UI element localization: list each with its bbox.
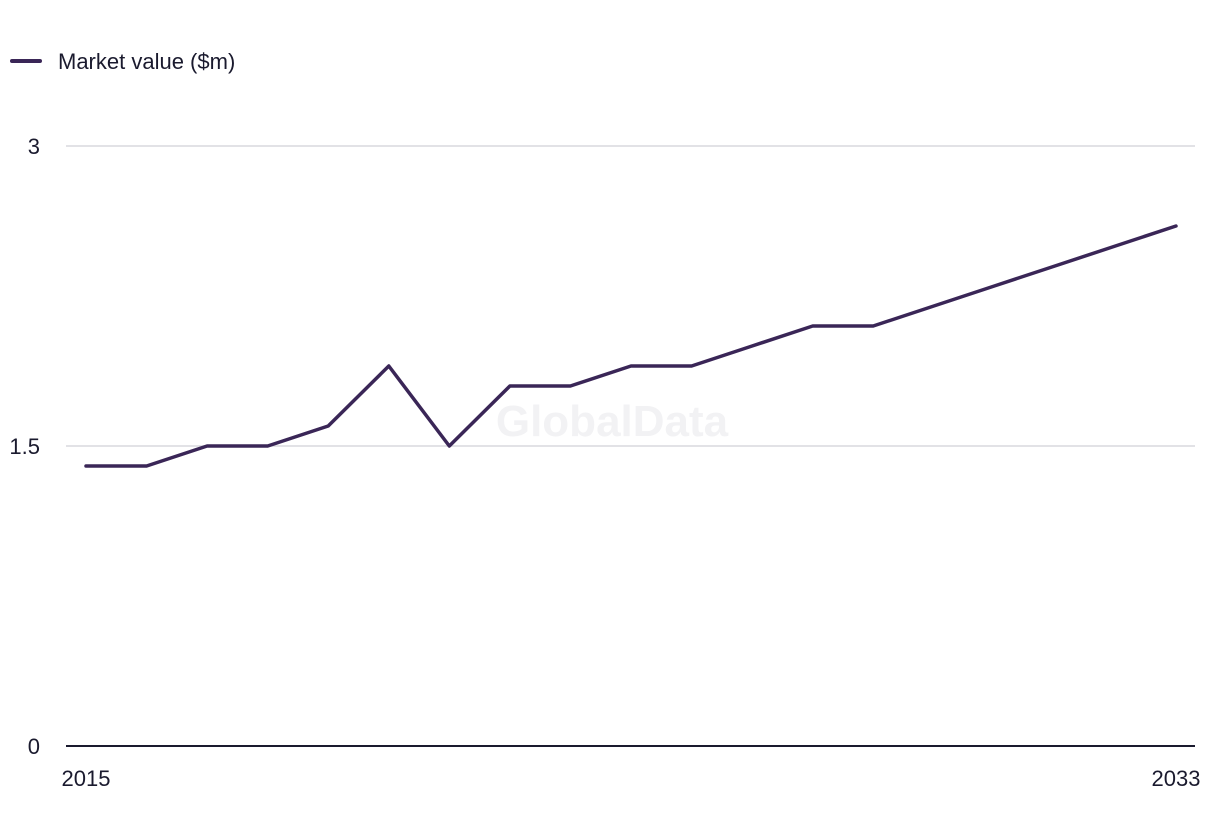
legend-label: Market value ($m)	[58, 49, 235, 74]
legend: Market value ($m)	[10, 49, 235, 74]
y-tick-label: 1.5	[9, 434, 40, 459]
y-tick-label: 3	[28, 134, 40, 159]
x-axis-ticks: 2015 2033	[62, 766, 1201, 791]
y-axis-ticks: 01.53	[9, 134, 40, 759]
series-line-market-value	[84, 224, 1178, 468]
x-tick-label: 2033	[1152, 766, 1201, 791]
x-tick-label: 2015	[62, 766, 111, 791]
watermark-logo: GlobalData	[496, 397, 729, 446]
y-tick-label: 0	[28, 734, 40, 759]
